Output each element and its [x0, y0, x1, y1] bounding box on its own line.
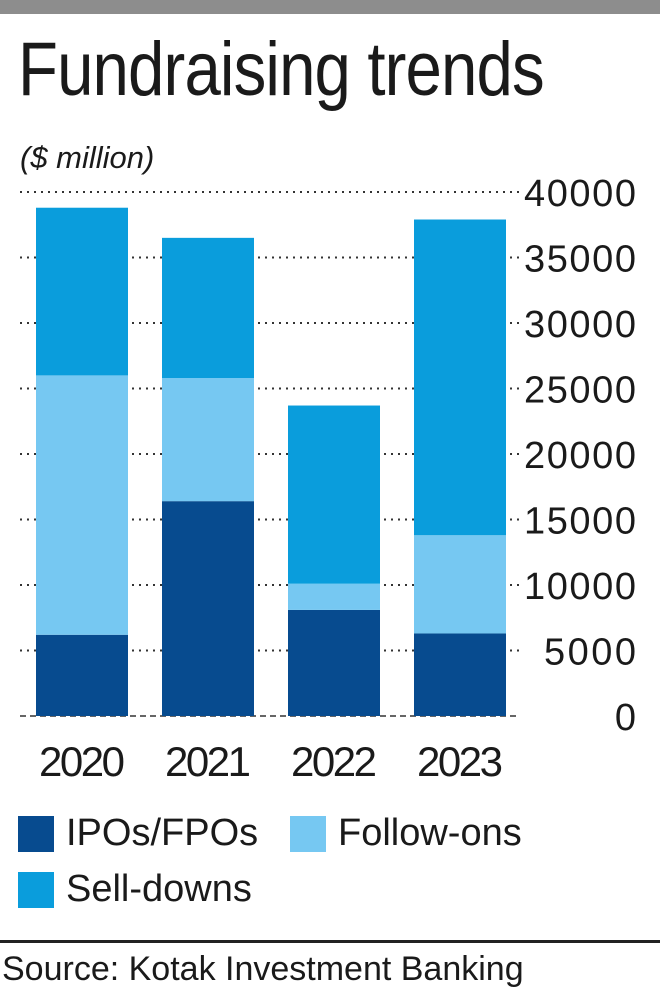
x-axis-labels: 2020 2021 2022 2023 [39, 738, 503, 785]
legend-item-sell-downs: Sell-downs [18, 868, 252, 911]
y-tick-label: 25000 [524, 370, 636, 412]
legend-label-sell-downs: Sell-downs [66, 868, 252, 910]
y-tick-label: 5000 [544, 632, 636, 674]
legend-swatch-sell-downs [18, 871, 54, 908]
y-tick-label: 20000 [524, 435, 636, 477]
y-tick-label: 15000 [524, 501, 636, 543]
stacked-bar-chart: 40000 35000 30000 25000 20000 15000 10000 5000 0… [20, 173, 636, 785]
legend-label-follow-ons: Follow-ons [338, 812, 522, 854]
bar-2021-ipos-fpos [162, 501, 254, 716]
top-bar [0, 0, 660, 14]
unit-label: ($ million) [20, 140, 155, 175]
bar-2022-sell-downs [288, 405, 380, 584]
bar-2020-follow-ons [36, 375, 128, 635]
y-axis-ticks: 40000 35000 30000 25000 20000 15000 10000 5000 0 [524, 173, 636, 739]
bar-2021-follow-ons [162, 378, 254, 502]
bars [36, 207, 506, 716]
legend-swatch-follow-ons [290, 815, 326, 852]
x-category-label: 2021 [165, 738, 251, 785]
bar-2023-ipos-fpos [414, 633, 506, 716]
bar-2022-ipos-fpos [288, 609, 380, 716]
legend-item-follow-ons: Follow-ons [290, 812, 522, 855]
bar-2021-sell-downs [162, 237, 254, 379]
legend-swatch-ipos-fpos [18, 815, 54, 852]
footer-divider [0, 940, 660, 943]
bar-2020-ipos-fpos [36, 634, 128, 716]
y-tick-label: 0 [615, 697, 636, 739]
bar-2023-sell-downs [414, 219, 506, 536]
y-tick-label: 30000 [524, 304, 636, 346]
chart-title: Fundraising trends [18, 27, 545, 112]
x-category-label: 2020 [39, 738, 125, 785]
bar-2023-follow-ons [414, 535, 506, 634]
x-category-label: 2023 [417, 738, 503, 785]
bar-2022-follow-ons [288, 583, 380, 610]
source-note: Source: Kotak Investment Banking [2, 950, 524, 988]
legend-item-ipos-fpos: IPOs/FPOs [18, 812, 258, 855]
x-category-label: 2022 [291, 738, 377, 785]
y-tick-label: 10000 [524, 566, 636, 608]
bar-2020-sell-downs [36, 207, 128, 376]
y-tick-label: 35000 [524, 239, 636, 281]
legend-label-ipos-fpos: IPOs/FPOs [66, 812, 259, 854]
y-tick-label: 40000 [524, 173, 636, 215]
